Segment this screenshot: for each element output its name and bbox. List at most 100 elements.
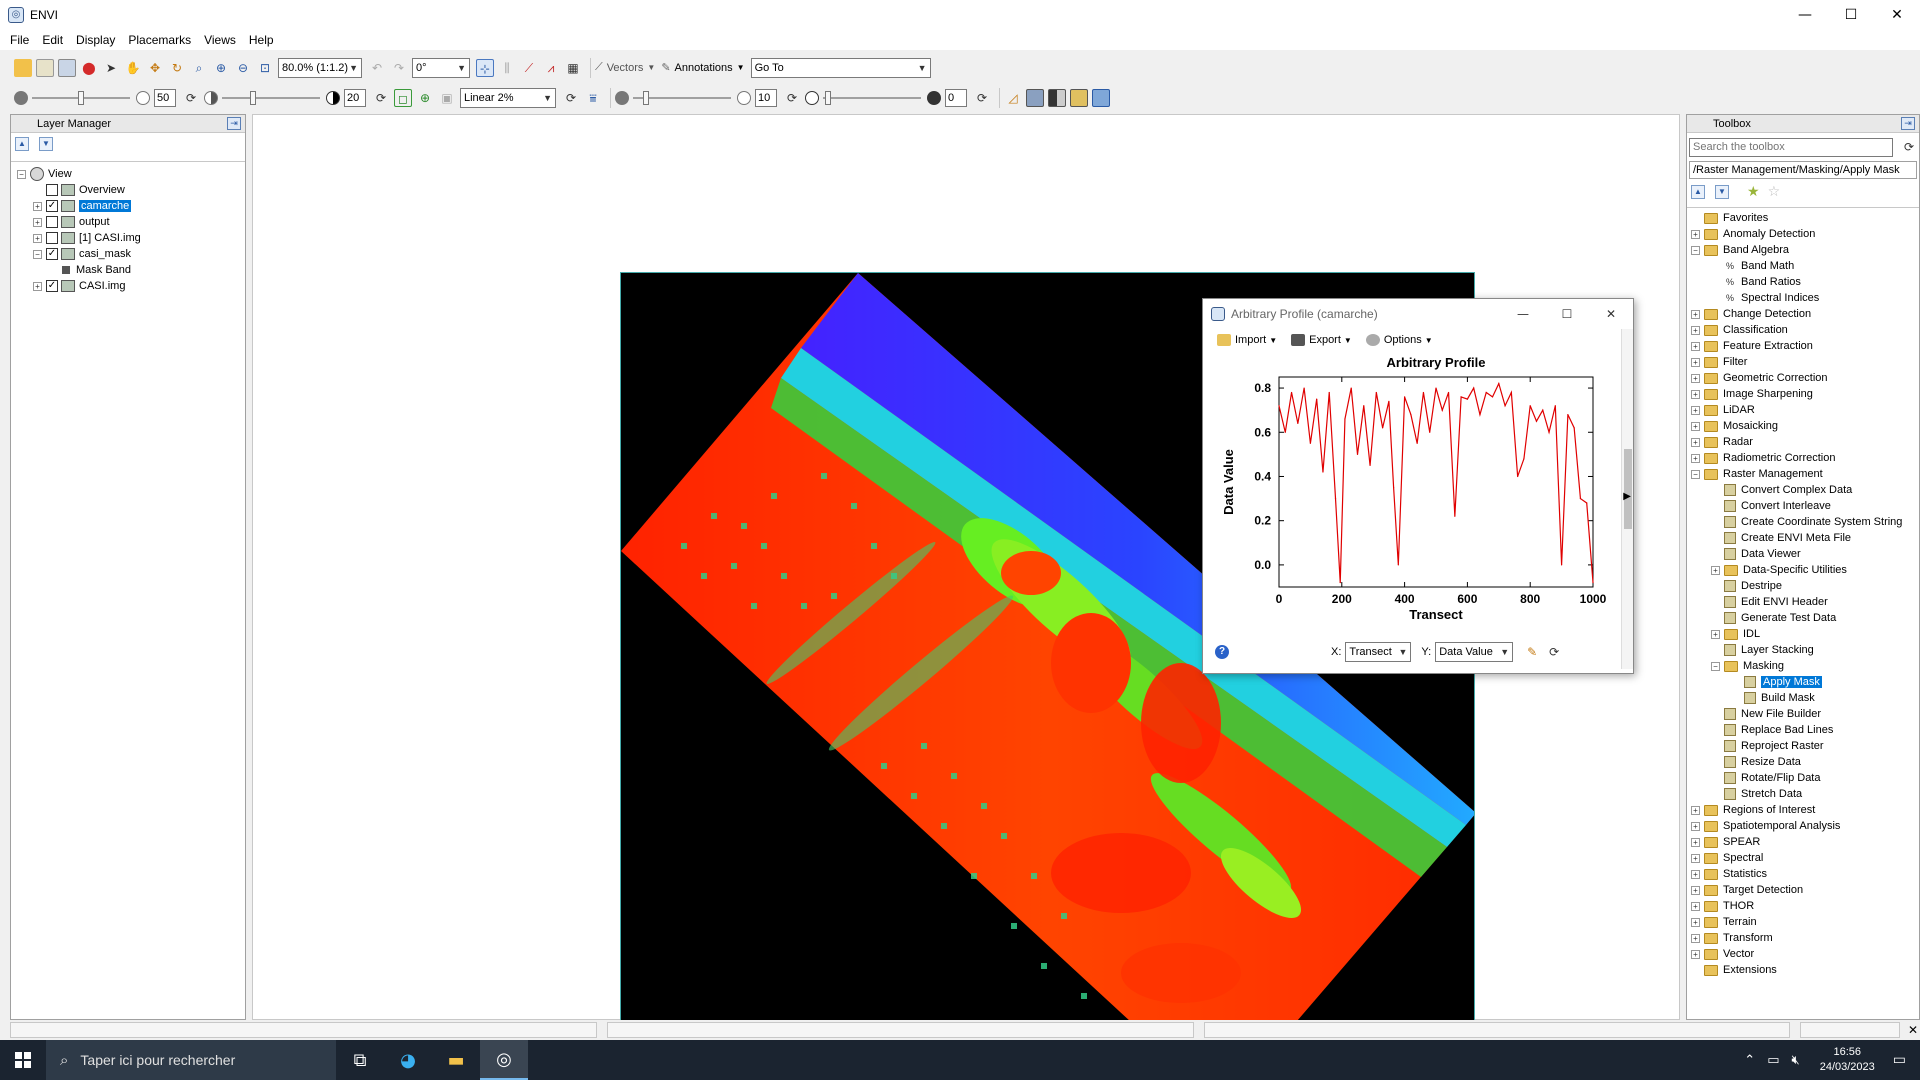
- expand-icon[interactable]: +: [1691, 869, 1700, 879]
- layer-tree-row[interactable]: − View: [11, 166, 245, 182]
- expand-icon[interactable]: +: [33, 217, 42, 227]
- reset-sharpen-icon[interactable]: ⟳: [786, 90, 798, 105]
- custom-stretch-icon[interactable]: ⩸: [589, 90, 597, 105]
- toolbox-folder[interactable]: + Transform: [1687, 930, 1919, 946]
- expand-icon[interactable]: +: [1691, 373, 1700, 383]
- toolbox-tool[interactable]: Rotate/Flip Data: [1687, 770, 1919, 786]
- zoom-out-icon[interactable]: ⊖: [237, 60, 249, 75]
- collapse-all-button[interactable]: ▲: [15, 137, 29, 151]
- toolbox-tool[interactable]: Create Coordinate System String: [1687, 514, 1919, 530]
- toolbox-folder[interactable]: − Band Algebra: [1687, 242, 1919, 258]
- cancel-process-icon[interactable]: ✕: [1908, 1023, 1919, 1037]
- reset-contrast-icon[interactable]: ⟳: [375, 90, 387, 105]
- toolbox-tool[interactable]: Data Viewer: [1687, 546, 1919, 562]
- refresh-icon[interactable]: ⟳: [1903, 140, 1915, 154]
- pixel-table-icon[interactable]: ▦: [567, 60, 579, 75]
- toolbox-folder[interactable]: + Geometric Correction: [1687, 370, 1919, 386]
- task-view-icon[interactable]: ⧉: [353, 1049, 367, 1071]
- expand-icon[interactable]: +: [1691, 421, 1700, 431]
- options-menu[interactable]: Options ▼: [1365, 334, 1433, 346]
- layer-visibility-checkbox[interactable]: ✓: [46, 248, 58, 260]
- edge-browser-icon[interactable]: ◕: [400, 1049, 416, 1071]
- pin-panel-icon[interactable]: ⇥: [227, 117, 241, 130]
- expand-icon[interactable]: +: [33, 233, 42, 243]
- toolbox-tool[interactable]: Create ENVI Meta File: [1687, 530, 1919, 546]
- expand-all-button[interactable]: ▼: [1715, 185, 1729, 199]
- toolbox-folder[interactable]: + Regions of Interest: [1687, 802, 1919, 818]
- rotate-left-icon[interactable]: ↶: [371, 60, 383, 75]
- toolbox-folder[interactable]: + Classification: [1687, 322, 1919, 338]
- expand-icon[interactable]: +: [1691, 357, 1700, 367]
- layer-visibility-checkbox[interactable]: [46, 184, 58, 196]
- menu-edit[interactable]: Edit: [42, 33, 64, 47]
- annotations-button[interactable]: ✎ Annotations ▼: [661, 61, 744, 75]
- transparency-slider[interactable]: [823, 89, 921, 107]
- collapse-icon[interactable]: −: [33, 249, 42, 259]
- link-views-icon[interactable]: [1092, 88, 1110, 107]
- collapse-icon[interactable]: −: [1691, 245, 1700, 255]
- edit-line-icon[interactable]: ✎: [1527, 645, 1538, 659]
- pan-icon[interactable]: ✋: [125, 60, 141, 75]
- rotate-right-icon[interactable]: ↷: [393, 60, 405, 75]
- expand-icon[interactable]: +: [33, 281, 42, 291]
- layer-tree-row[interactable]: + output: [11, 214, 245, 230]
- expand-icon[interactable]: +: [1691, 325, 1700, 335]
- reset-stretch-icon[interactable]: ⟳: [565, 90, 577, 105]
- toolbox-folder[interactable]: + Filter: [1687, 354, 1919, 370]
- expand-icon[interactable]: +: [1711, 565, 1720, 575]
- y-axis-select[interactable]: Data Value ▼: [1435, 642, 1514, 662]
- toolbox-tool[interactable]: Generate Test Data: [1687, 610, 1919, 626]
- arbitrary-profile-window[interactable]: Arbitrary Profile (camarche) — ☐ ✕ Impor…: [1202, 298, 1634, 674]
- menu-placemarks[interactable]: Placemarks: [128, 33, 192, 47]
- profile-close-button[interactable]: ✕: [1605, 307, 1617, 321]
- expand-icon[interactable]: +: [1691, 821, 1700, 831]
- close-button[interactable]: ✕: [1891, 7, 1903, 23]
- zoom-full-icon[interactable]: ⊡: [259, 60, 271, 75]
- expand-icon[interactable]: +: [1691, 805, 1700, 815]
- toolbox-folder[interactable]: + IDL: [1687, 626, 1919, 642]
- collapse-icon[interactable]: −: [1691, 469, 1700, 479]
- expand-icon[interactable]: +: [1691, 229, 1700, 239]
- toolbox-tool[interactable]: % Band Math: [1687, 258, 1919, 274]
- layer-visibility-checkbox[interactable]: [46, 216, 58, 228]
- goto-select[interactable]: Go To ▼: [750, 57, 931, 78]
- toolbox-folder[interactable]: + Radar: [1687, 434, 1919, 450]
- toolbox-folder[interactable]: + LiDAR: [1687, 402, 1919, 418]
- toolbox-folder[interactable]: + Vector: [1687, 946, 1919, 962]
- taskbar-search[interactable]: ⌕ Taper ici pour rechercher: [46, 1040, 336, 1080]
- envi-taskbar-icon[interactable]: ◎: [480, 1040, 528, 1080]
- layer-tree-row[interactable]: + ✓ camarche: [11, 198, 245, 214]
- remove-favorite-icon[interactable]: ☆: [1767, 184, 1781, 200]
- zoom-icon[interactable]: ⌕: [195, 60, 203, 75]
- toolbox-folder[interactable]: + Mosaicking: [1687, 418, 1919, 434]
- sharpen-slider[interactable]: [633, 89, 731, 107]
- profile-scrollbar[interactable]: [1621, 329, 1633, 669]
- toolbox-folder[interactable]: + Image Sharpening: [1687, 386, 1919, 402]
- reset-transparency-icon[interactable]: ⟳: [976, 90, 988, 105]
- chevron-up-icon[interactable]: ⌃: [1744, 1052, 1756, 1068]
- toolbox-folder[interactable]: + Spatiotemporal Analysis: [1687, 818, 1919, 834]
- menu-views[interactable]: Views: [204, 33, 236, 47]
- menu-help[interactable]: Help: [248, 33, 274, 47]
- toolbox-tool[interactable]: Reproject Raster: [1687, 738, 1919, 754]
- portal-icon[interactable]: ◿: [1008, 90, 1018, 105]
- toolbox-tool[interactable]: Destripe: [1687, 578, 1919, 594]
- spectral-profile-icon[interactable]: ⫼: [504, 60, 510, 75]
- placemark-icon[interactable]: ⬤: [82, 60, 96, 75]
- toolbox-tool[interactable]: Convert Complex Data: [1687, 482, 1919, 498]
- layer-visibility-checkbox[interactable]: ✓: [46, 280, 58, 292]
- file-explorer-icon[interactable]: ▬: [447, 1049, 465, 1071]
- contrast-field[interactable]: 20: [344, 88, 366, 107]
- histogram-icon[interactable]: ▣: [441, 90, 453, 105]
- toolbox-folder[interactable]: + Data-Specific Utilities: [1687, 562, 1919, 578]
- toolbox-folder[interactable]: + Spectral: [1687, 850, 1919, 866]
- collapse-all-button[interactable]: ▲: [1691, 185, 1705, 199]
- pin-panel-icon[interactable]: ⇥: [1901, 117, 1915, 130]
- profile-minimize-button[interactable]: —: [1517, 307, 1529, 321]
- fly-icon[interactable]: ✥: [149, 60, 161, 75]
- profile-maximize-button[interactable]: ☐: [1561, 307, 1573, 321]
- collapse-icon[interactable]: −: [1711, 661, 1720, 671]
- layer-visibility-checkbox[interactable]: [46, 232, 58, 244]
- toolbox-tool[interactable]: Resize Data: [1687, 754, 1919, 770]
- toolbox-tool[interactable]: Convert Interleave: [1687, 498, 1919, 514]
